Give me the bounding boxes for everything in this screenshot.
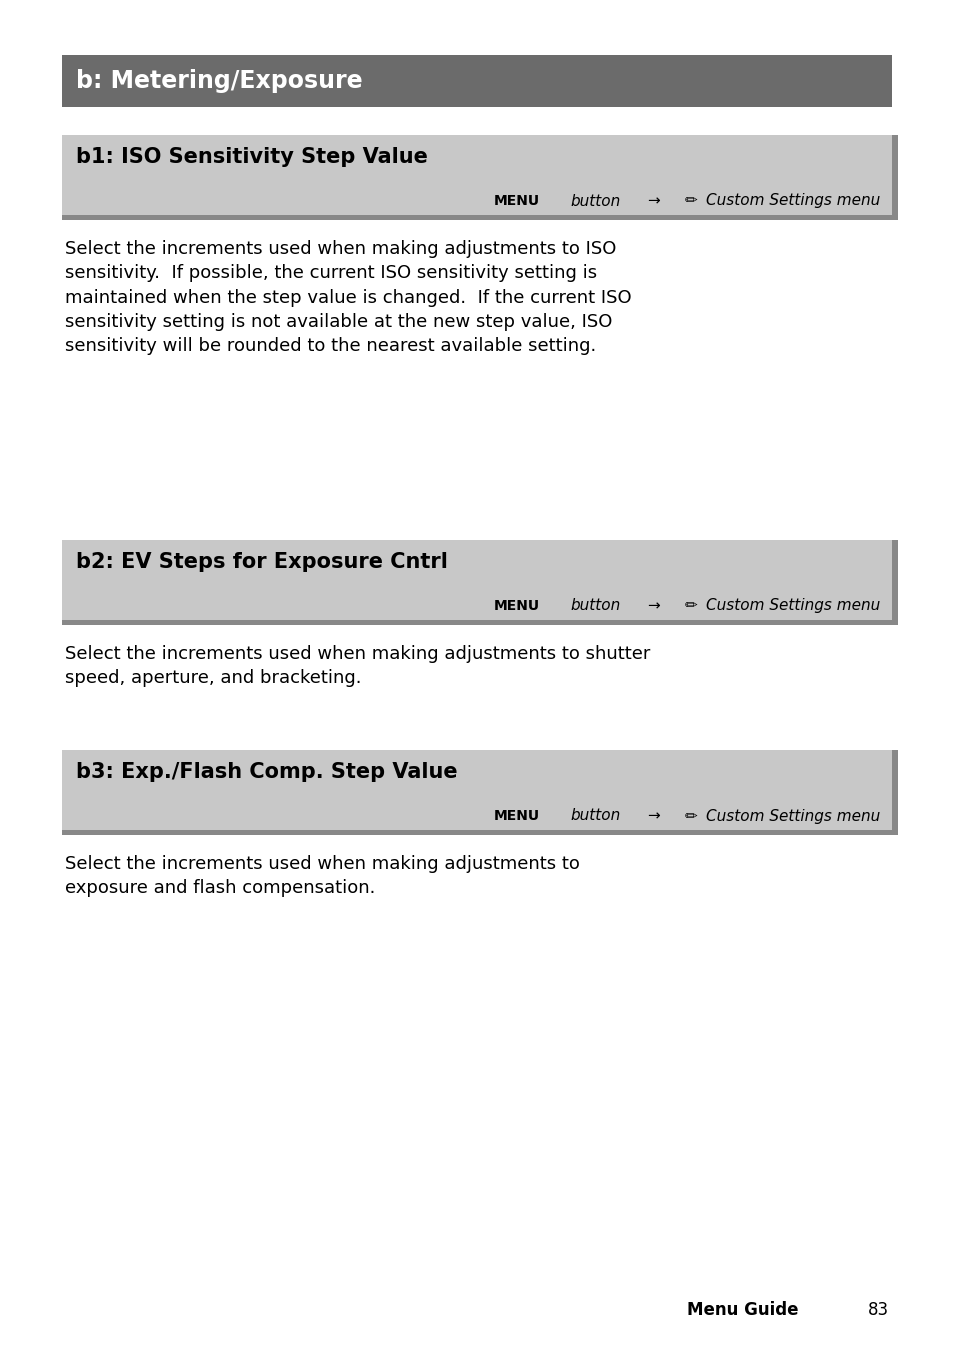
- Text: Custom Settings menu: Custom Settings menu: [705, 194, 880, 208]
- Text: MENU: MENU: [494, 599, 539, 613]
- Text: Menu Guide: Menu Guide: [686, 1301, 798, 1319]
- Text: button: button: [570, 599, 620, 613]
- FancyBboxPatch shape: [891, 751, 897, 835]
- Text: →: →: [646, 599, 659, 613]
- FancyBboxPatch shape: [62, 620, 897, 625]
- FancyBboxPatch shape: [62, 830, 897, 835]
- Text: b2: EV Steps for Exposure Cntrl: b2: EV Steps for Exposure Cntrl: [76, 551, 448, 572]
- FancyBboxPatch shape: [891, 539, 897, 625]
- Text: 83: 83: [867, 1301, 888, 1319]
- Text: Select the increments used when making adjustments to shutter
speed, aperture, a: Select the increments used when making a…: [65, 646, 650, 687]
- FancyBboxPatch shape: [891, 134, 897, 221]
- Text: →: →: [646, 194, 659, 208]
- Text: button: button: [570, 194, 620, 208]
- Text: Select the increments used when making adjustments to ISO
sensitivity.  If possi: Select the increments used when making a…: [65, 239, 631, 355]
- Text: b1: ISO Sensitivity Step Value: b1: ISO Sensitivity Step Value: [76, 147, 428, 167]
- Text: Select the increments used when making adjustments to
exposure and flash compens: Select the increments used when making a…: [65, 855, 579, 897]
- Text: Custom Settings menu: Custom Settings menu: [705, 599, 880, 613]
- Text: b: Metering/Exposure: b: Metering/Exposure: [76, 69, 362, 93]
- Text: ✏: ✏: [684, 808, 697, 823]
- FancyBboxPatch shape: [62, 751, 891, 830]
- Text: button: button: [570, 808, 620, 823]
- FancyBboxPatch shape: [62, 55, 891, 108]
- Text: MENU: MENU: [494, 194, 539, 208]
- Text: b3: Exp./Flash Comp. Step Value: b3: Exp./Flash Comp. Step Value: [76, 763, 457, 781]
- FancyBboxPatch shape: [62, 134, 891, 215]
- Text: Custom Settings menu: Custom Settings menu: [705, 808, 880, 823]
- Text: MENU: MENU: [494, 808, 539, 823]
- FancyBboxPatch shape: [62, 539, 891, 620]
- FancyBboxPatch shape: [62, 215, 897, 221]
- Text: ✏: ✏: [684, 599, 697, 613]
- Text: ✏: ✏: [684, 194, 697, 208]
- Text: →: →: [646, 808, 659, 823]
